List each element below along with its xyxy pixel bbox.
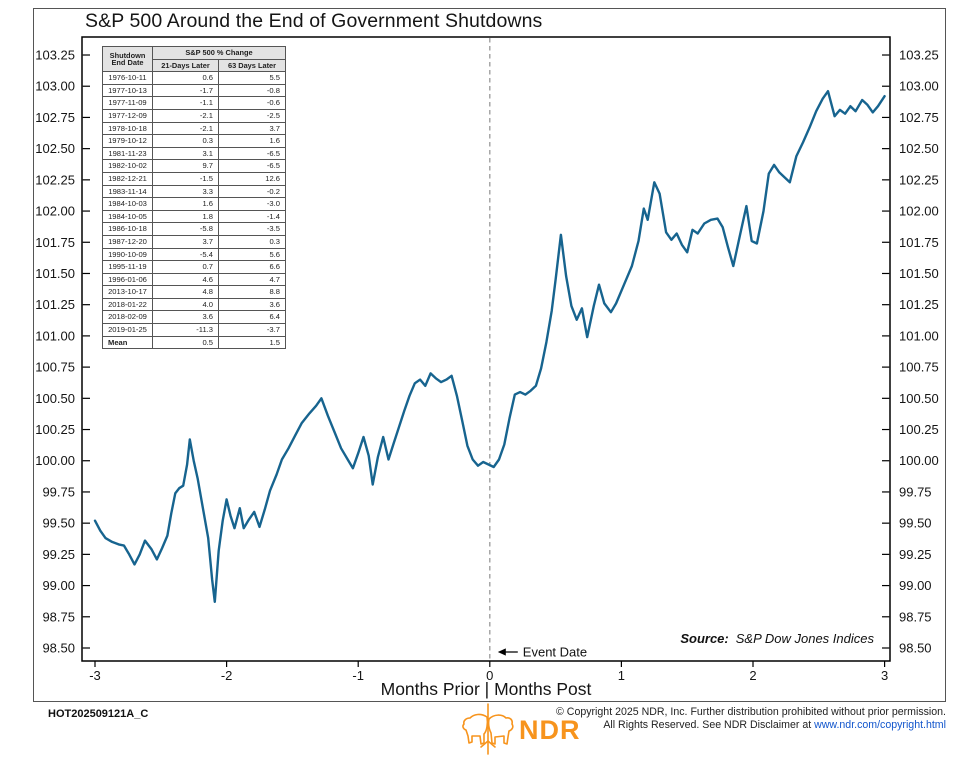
- table-row: 1981-11-23 3.1 -6.5: [102, 146, 286, 161]
- table-row: 1996-01-06 4.6 4.7: [102, 272, 286, 287]
- ndr-bull-bear-icon: [462, 703, 514, 755]
- y-tick-label-left: 100.50: [35, 391, 75, 406]
- y-tick-label-left: 99.00: [42, 578, 75, 593]
- y-tick-label-left: 102.50: [35, 141, 75, 156]
- table-header-63-days: 63 Days Later: [218, 58, 286, 73]
- x-tick-label: 3: [881, 668, 888, 683]
- y-tick-label-right: 98.75: [899, 609, 932, 624]
- table-row: 1978-10-18 -2.1 3.7: [102, 121, 286, 136]
- shutdown-table: Shutdown End Date S&P 500 % Change 21-Da…: [102, 45, 286, 350]
- table-row: 1979-10-12 0.3 1.6: [102, 134, 286, 148]
- table-row: 2019-01-25 -11.3 -3.7: [102, 323, 286, 337]
- table-row: Mean 0.5 1.5: [102, 335, 286, 350]
- y-tick-label-left: 101.75: [35, 235, 75, 250]
- y-tick-label-right: 101.00: [899, 328, 939, 343]
- table-row: 1977-10-13 -1.7 -0.8: [102, 83, 286, 98]
- y-tick-label-left: 103.25: [35, 48, 75, 63]
- y-tick-label-right: 103.00: [899, 79, 939, 94]
- table-row: 1977-11-09 -1.1 -0.6: [102, 96, 286, 110]
- y-tick-label-left: 98.50: [42, 641, 75, 656]
- y-tick-label-left: 102.25: [35, 172, 75, 187]
- y-tick-label-left: 98.75: [42, 609, 75, 624]
- y-tick-label-right: 102.75: [899, 110, 939, 125]
- table-row: 2013-10-17 4.8 8.8: [102, 285, 286, 299]
- source-note: Source: S&P Dow Jones Indices: [680, 631, 874, 646]
- copyright-line-2: All Rights Reserved. See NDR Disclaimer …: [603, 719, 946, 731]
- x-tick-label: -1: [352, 668, 364, 683]
- y-tick-label-right: 101.75: [899, 235, 939, 250]
- x-tick-label: 1: [618, 668, 625, 683]
- y-tick-label-right: 99.00: [899, 578, 932, 593]
- copyright-note: © Copyright 2025 NDR, Inc. Further distr…: [556, 706, 946, 732]
- table-row: 1995-11-19 0.7 6.6: [102, 260, 286, 274]
- y-tick-label-right: 103.25: [899, 48, 939, 63]
- chart-title: S&P 500 Around the End of Government Shu…: [85, 10, 543, 32]
- shutdown-table-body: 1976-10-11 0.6 5.5 1977-10-13 -1.7 -0.8 1977-1…: [102, 71, 286, 350]
- y-tick-label-right: 102.00: [899, 204, 939, 219]
- y-tick-label-left: 101.00: [35, 328, 75, 343]
- table-row: 1986-10-18 -5.8 -3.5: [102, 222, 286, 236]
- x-axis-title: Months Prior | Months Post: [380, 679, 592, 699]
- y-tick-label-right: 102.25: [899, 172, 939, 187]
- y-tick-label-left: 99.75: [42, 484, 75, 499]
- table-row: 1984-10-03 1.6 -3.0: [102, 197, 286, 211]
- event-arrow-head: [497, 648, 506, 656]
- y-tick-label-right: 99.75: [899, 484, 932, 499]
- table-row: 1987-12-20 3.7 0.3: [102, 234, 286, 249]
- table-row: 1984-10-05 1.8 -1.4: [102, 209, 286, 224]
- y-tick-label-left: 101.50: [35, 266, 75, 281]
- table-header-21-days: 21-Days Later: [152, 58, 219, 73]
- table-row: 2018-01-22 4.0 3.6: [102, 297, 286, 312]
- copyright-line-1: © Copyright 2025 NDR, Inc. Further distr…: [556, 706, 946, 718]
- x-tick-label: 2: [749, 668, 756, 683]
- copyright-link[interactable]: www.ndr.com/copyright.html: [814, 719, 946, 731]
- chart-outer-border: [33, 8, 946, 702]
- y-tick-label-left: 101.25: [35, 297, 75, 312]
- y-tick-label-right: 101.50: [899, 266, 939, 281]
- y-tick-label-right: 99.25: [899, 547, 932, 562]
- y-tick-label-left: 102.75: [35, 110, 75, 125]
- y-tick-label-left: 103.00: [35, 79, 75, 94]
- y-tick-label-right: 100.00: [899, 453, 939, 468]
- y-tick-label-left: 99.50: [42, 516, 75, 531]
- y-tick-label-left: 102.00: [35, 204, 75, 219]
- y-tick-label-right: 100.75: [899, 360, 939, 375]
- table-row: 1990-10-09 -5.4 5.6: [102, 247, 286, 262]
- table-row: 1982-10-02 9.7 -6.5: [102, 159, 286, 173]
- y-tick-label-right: 100.50: [899, 391, 939, 406]
- table-row: 1982-12-21 -1.5 12.6: [102, 171, 286, 186]
- ndr-logo: NDR: [461, 703, 581, 755]
- y-tick-label-left: 99.25: [42, 547, 75, 562]
- table-row: 2018-02-09 3.6 6.4: [102, 310, 286, 325]
- y-tick-label-right: 99.50: [899, 516, 932, 531]
- report-code: HOT202509121A_C: [48, 708, 149, 720]
- x-tick-label: 0: [486, 668, 493, 683]
- table-header-shutdown-end-date: Shutdown End Date: [102, 45, 153, 73]
- source-text: S&P Dow Jones Indices: [735, 631, 874, 646]
- y-tick-label-left: 100.00: [35, 453, 75, 468]
- y-tick-label-left: 100.25: [35, 422, 75, 437]
- x-tick-label: -3: [89, 668, 101, 683]
- plot-frame: [81, 36, 891, 662]
- y-tick-label-left: 100.75: [35, 360, 75, 375]
- ndr-logo-text: NDR: [519, 714, 581, 745]
- event-date-label: Event Date: [523, 645, 587, 660]
- source-label: Source:: [680, 631, 729, 646]
- y-tick-label-right: 102.50: [899, 141, 939, 156]
- table-header-sp500-pct-change: S&P 500 % Change: [152, 46, 286, 60]
- x-tick-label: -2: [221, 668, 233, 683]
- y-tick-label-right: 98.50: [899, 641, 932, 656]
- table-row: 1976-10-11 0.6 5.5: [102, 71, 286, 85]
- table-row: 1977-12-09 -2.1 -2.5: [102, 108, 286, 123]
- y-tick-label-right: 101.25: [899, 297, 939, 312]
- table-row: 1983-11-14 3.3 -0.2: [102, 184, 286, 199]
- sp500-line: [93, 89, 886, 603]
- y-tick-label-right: 100.25: [899, 422, 939, 437]
